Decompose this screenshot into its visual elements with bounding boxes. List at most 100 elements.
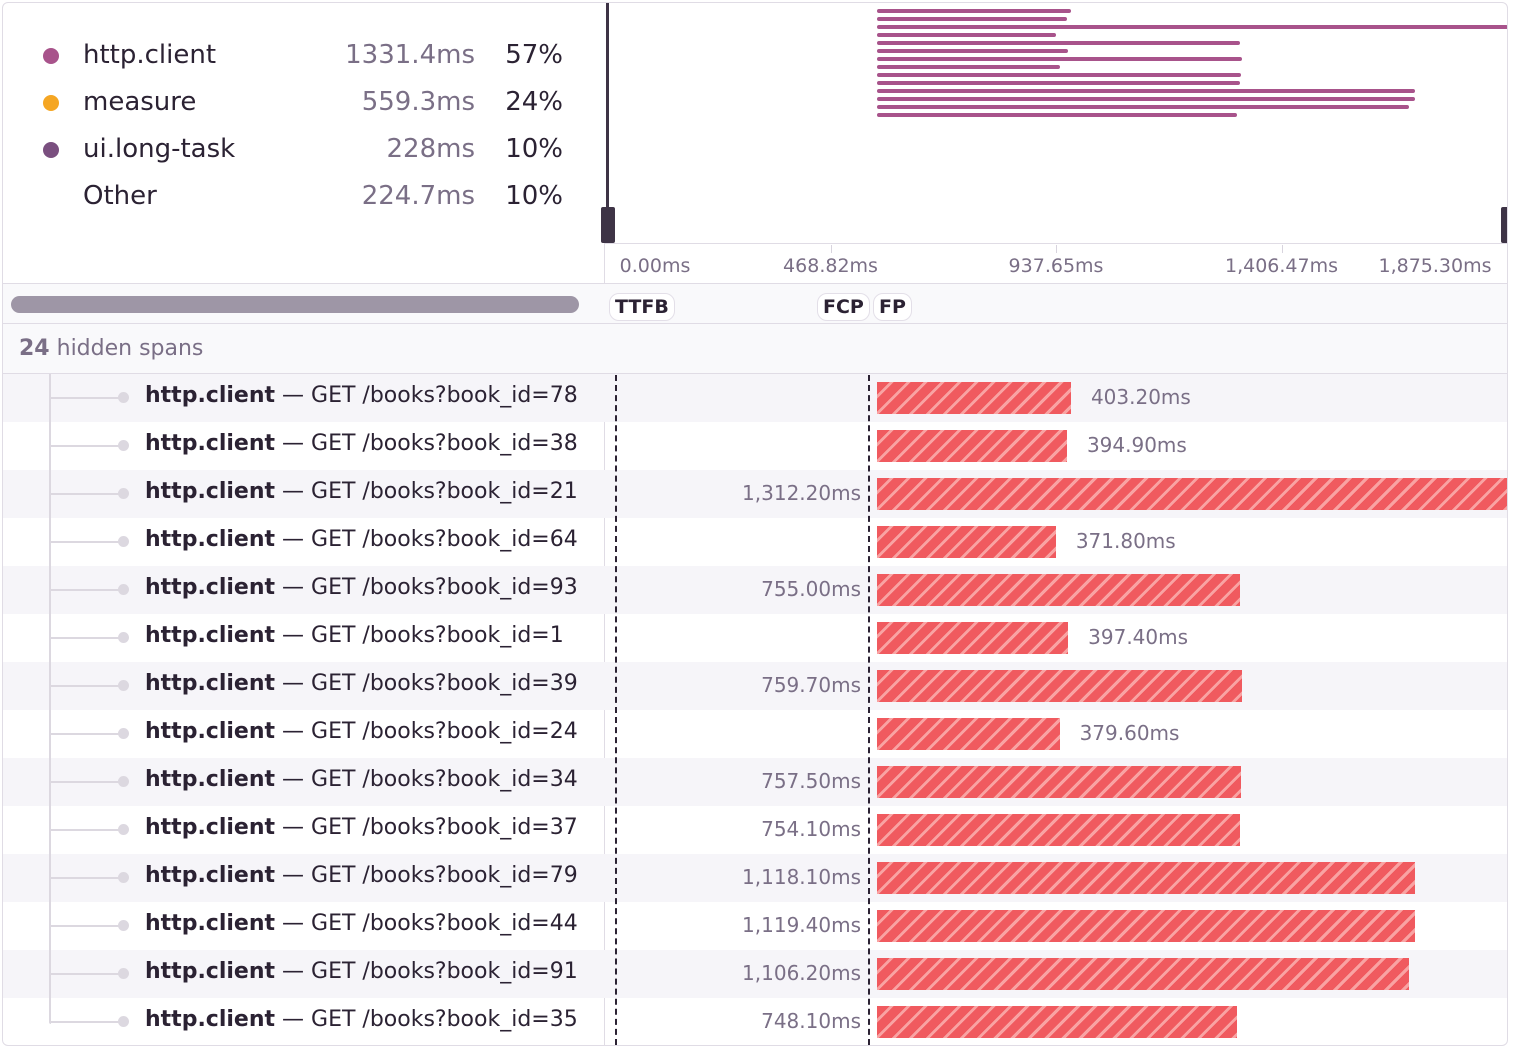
legend-duration: 228ms <box>386 134 476 164</box>
tree-node-icon <box>118 1016 129 1027</box>
axis-tick-label: 1,875.30ms <box>1378 255 1492 277</box>
tree-node-icon <box>118 632 129 643</box>
minimap-span-bar <box>877 17 1067 21</box>
mark-fcp[interactable]: FCP <box>817 293 870 321</box>
span-bar[interactable] <box>877 910 1416 942</box>
tree-connector <box>51 637 123 639</box>
span-label: http.client — GET /books?book_id=39 <box>145 671 578 696</box>
axis-tick-label: 468.82ms <box>783 255 878 277</box>
legend-dot-icon <box>43 48 59 64</box>
span-bar[interactable] <box>877 622 1069 654</box>
tree-node-icon <box>118 680 129 691</box>
span-label: http.client — GET /books?book_id=34 <box>145 767 578 792</box>
legend-name: http.client <box>83 40 217 70</box>
span-bar[interactable] <box>877 430 1067 462</box>
span-row[interactable]: http.client — GET /books?book_id=64 371.… <box>3 518 1507 566</box>
legend-percent: 10% <box>505 181 563 211</box>
minimap-span-bar <box>877 57 1243 61</box>
minimap-right-handle-line[interactable] <box>1507 3 1508 243</box>
span-bar[interactable] <box>877 574 1241 606</box>
span-label: http.client — GET /books?book_id=91 <box>145 959 578 984</box>
legend-percent: 10% <box>505 134 563 164</box>
legend-item: measure 559.3ms 24% <box>3 82 603 122</box>
minimap-span-bar <box>877 65 1060 69</box>
span-row[interactable]: http.client — GET /books?book_id=39 759.… <box>3 662 1507 710</box>
span-bar[interactable] <box>877 718 1060 750</box>
span-row[interactable]: http.client — GET /books?book_id=1 397.4… <box>3 614 1507 662</box>
span-bar[interactable] <box>877 766 1242 798</box>
tree-node-icon <box>118 536 129 547</box>
legend-dot-icon <box>43 95 59 111</box>
span-bar[interactable] <box>877 814 1240 846</box>
span-label: http.client — GET /books?book_id=93 <box>145 575 578 600</box>
span-row[interactable]: http.client — GET /books?book_id=78 403.… <box>3 374 1507 422</box>
legend-bottom-divider <box>3 283 1507 284</box>
mark-ttfb[interactable]: TTFB <box>609 293 675 321</box>
span-row[interactable]: http.client — GET /books?book_id=79 1,11… <box>3 854 1507 902</box>
span-duration: 1,106.20ms <box>742 961 861 985</box>
minimap-right-handle[interactable] <box>1501 207 1507 243</box>
span-bar[interactable] <box>877 958 1410 990</box>
span-duration: 1,118.10ms <box>742 865 861 889</box>
span-duration: 1,119.40ms <box>742 913 861 937</box>
tree-node-icon <box>118 584 129 595</box>
tree-connector <box>51 829 123 831</box>
hidden-spans-row[interactable]: 24 hidden spans <box>3 324 1507 374</box>
legend-name: Other <box>83 181 157 211</box>
minimap-span-bar <box>877 81 1240 85</box>
span-duration: 759.70ms <box>761 673 861 697</box>
span-bar[interactable] <box>877 1006 1237 1038</box>
horizontal-scrollbar[interactable] <box>11 296 579 313</box>
legend-name: ui.long-task <box>83 134 236 164</box>
tree-node-icon <box>118 776 129 787</box>
minimap-span-bar <box>877 89 1415 93</box>
span-row[interactable]: http.client — GET /books?book_id=34 757.… <box>3 758 1507 806</box>
span-duration: 397.40ms <box>1088 625 1189 649</box>
span-duration: 403.20ms <box>1090 385 1191 409</box>
span-bar[interactable] <box>877 670 1243 702</box>
divider-vertical <box>604 243 605 1045</box>
span-row[interactable]: http.client — GET /books?book_id=21 1,31… <box>3 470 1507 518</box>
span-bar[interactable] <box>877 382 1071 414</box>
hidden-spans-count: 24 <box>19 336 50 361</box>
tree-node-icon <box>118 968 129 979</box>
span-label: http.client — GET /books?book_id=38 <box>145 431 578 456</box>
span-row[interactable]: http.client — GET /books?book_id=35 748.… <box>3 998 1507 1045</box>
axis-tick <box>1281 245 1283 253</box>
tree-connector <box>51 589 123 591</box>
span-duration: 379.60ms <box>1079 721 1180 745</box>
span-duration: 754.10ms <box>761 817 861 841</box>
span-label: http.client — GET /books?book_id=35 <box>145 1007 578 1032</box>
span-row[interactable]: http.client — GET /books?book_id=91 1,10… <box>3 950 1507 998</box>
minimap-left-handle-line[interactable] <box>606 3 609 243</box>
minimap-span-bar <box>877 73 1242 77</box>
span-row[interactable]: http.client — GET /books?book_id=44 1,11… <box>3 902 1507 950</box>
span-duration: 748.10ms <box>761 1009 861 1033</box>
span-bar[interactable] <box>877 478 1507 510</box>
minimap-left-handle[interactable] <box>601 207 615 243</box>
tree-node-icon <box>118 392 129 403</box>
span-row[interactable]: http.client — GET /books?book_id=38 394.… <box>3 422 1507 470</box>
span-duration: 371.80ms <box>1075 529 1176 553</box>
span-label: http.client — GET /books?book_id=24 <box>145 719 578 744</box>
tree-connector <box>51 493 123 495</box>
span-label: http.client — GET /books?book_id=78 <box>145 383 578 408</box>
tree-connector <box>51 685 123 687</box>
span-row[interactable]: http.client — GET /books?book_id=24 379.… <box>3 710 1507 758</box>
minimap[interactable] <box>601 3 1508 243</box>
span-row[interactable]: http.client — GET /books?book_id=37 754.… <box>3 806 1507 854</box>
legend-item: ui.long-task 228ms 10% <box>3 129 603 169</box>
span-bar[interactable] <box>877 526 1056 558</box>
legend-percent: 57% <box>505 40 563 70</box>
tree-connector <box>51 877 123 879</box>
mark-fp[interactable]: FP <box>873 293 912 321</box>
span-label: http.client — GET /books?book_id=64 <box>145 527 578 552</box>
span-label: http.client — GET /books?book_id=21 <box>145 479 578 504</box>
span-bar[interactable] <box>877 862 1415 894</box>
tree-node-icon <box>118 440 129 451</box>
tree-connector <box>51 397 123 399</box>
tree-connector <box>51 973 123 975</box>
span-row[interactable]: http.client — GET /books?book_id=93 755.… <box>3 566 1507 614</box>
legend-dot-icon <box>43 142 59 158</box>
axis-tick-label: 1,406.47ms <box>1224 255 1339 277</box>
